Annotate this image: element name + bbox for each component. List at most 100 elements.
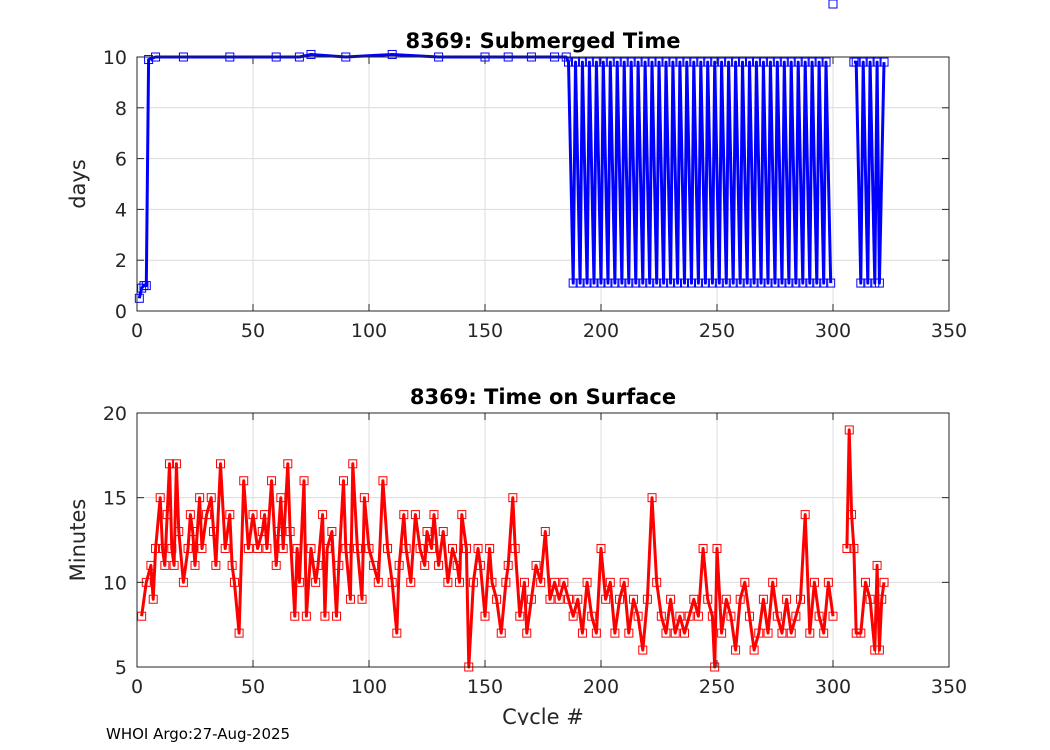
surface-data-point <box>828 611 838 621</box>
surface-data-point <box>870 645 880 655</box>
submerged-data-point <box>633 57 643 67</box>
submerged-data-point <box>640 57 650 67</box>
submerged-data-point <box>612 57 622 67</box>
surface-data-point <box>406 577 416 587</box>
submerged-data-point <box>626 57 636 67</box>
surface-data-point <box>369 560 379 570</box>
surface-data-point <box>434 560 444 570</box>
submerged-data-point <box>874 278 884 288</box>
x-tick-label: 150 <box>467 676 503 698</box>
submerged-data-point <box>645 278 655 288</box>
surface-data-point <box>519 577 529 587</box>
surface-data-point <box>492 594 502 604</box>
surface-data-point <box>805 628 815 638</box>
x-tick-label: 350 <box>931 676 967 698</box>
submerged-data-point <box>724 57 734 67</box>
surface-data-point <box>454 577 464 587</box>
submerged-data-point <box>856 278 866 288</box>
x-tick-label: 50 <box>241 676 265 698</box>
surface-data-point <box>796 594 806 604</box>
surface-data-point <box>164 459 174 469</box>
axes-box <box>136 412 950 668</box>
surface-data-point <box>791 611 801 621</box>
submerged-data-point <box>584 57 594 67</box>
submerged-data-point <box>805 278 815 288</box>
surface-data-point <box>345 594 355 604</box>
chart-title: 8369: Submerged Time <box>405 29 680 53</box>
submerged-data-point <box>631 278 641 288</box>
surface-data-point <box>313 560 323 570</box>
surface-data-point <box>680 628 690 638</box>
surface-data-point <box>359 493 369 503</box>
submerged-data-point <box>793 57 803 67</box>
surface-data-point <box>338 476 348 486</box>
surface-data-point <box>661 628 671 638</box>
surface-data-point <box>786 628 796 638</box>
surface-data-point <box>573 594 583 604</box>
submerged-data-point <box>819 278 829 288</box>
submerged-data-point <box>591 57 601 67</box>
submerged-data-point <box>582 278 592 288</box>
surface-data-point <box>642 594 652 604</box>
submerged-data-point <box>812 278 822 288</box>
submerged-data-point <box>673 278 683 288</box>
surface-data-point <box>422 527 432 537</box>
surface-data-point <box>211 560 221 570</box>
surface-data-point <box>167 543 177 553</box>
surface-data-point <box>146 560 156 570</box>
submerged-data-point <box>714 278 724 288</box>
plot-area <box>137 413 949 667</box>
surface-data-point <box>823 577 833 587</box>
surface-data-point <box>243 543 253 553</box>
surface-data-point <box>744 611 754 621</box>
surface-data-point <box>501 577 511 587</box>
surface-data-point <box>387 577 397 587</box>
surface-data-point <box>531 560 541 570</box>
surface-data-point <box>253 543 263 553</box>
surface-data-point <box>274 527 284 537</box>
surface-data-point <box>675 611 685 621</box>
surface-data-point <box>877 594 887 604</box>
surface-data-point <box>415 543 425 553</box>
submerged-data-point <box>624 278 634 288</box>
submerged-data-point <box>735 278 745 288</box>
surface-data-point <box>610 628 620 638</box>
surface-data-point <box>271 560 281 570</box>
time-on-surface-panel: 0 50 100 150 200 250 300 350 5 10 15 20 8369: Time o… <box>66 385 967 725</box>
surface-data-point <box>183 543 193 553</box>
surface-data-point <box>879 577 889 587</box>
y-tick-label: 6 <box>115 149 127 171</box>
x-tick-label: 300 <box>815 320 851 342</box>
surface-data-point <box>559 577 569 587</box>
submerged-data-point <box>387 49 397 59</box>
submerged-data-point <box>680 278 690 288</box>
surface-data-point <box>188 527 198 537</box>
surface-data-point <box>234 628 244 638</box>
submerged-data-point <box>791 278 801 288</box>
surface-data-point <box>260 510 270 520</box>
surface-data-point <box>195 493 205 503</box>
surface-data-point <box>239 476 249 486</box>
surface-data-point <box>480 611 490 621</box>
y-tick-label: 20 <box>103 403 127 425</box>
surface-data-point <box>160 560 170 570</box>
surface-data-point <box>457 510 467 520</box>
submerged-data-point <box>603 278 613 288</box>
surface-data-point <box>568 611 578 621</box>
submerged-data-point <box>617 278 627 288</box>
surface-data-point <box>148 594 158 604</box>
x-tick-label: 350 <box>931 320 967 342</box>
submerged-data-point <box>689 57 699 67</box>
surface-data-point <box>357 594 367 604</box>
submerged-data-point <box>763 278 773 288</box>
surface-data-point <box>473 543 483 553</box>
surface-data-point <box>225 510 235 520</box>
surface-data-point <box>438 527 448 537</box>
submerged-data-point <box>717 57 727 67</box>
surface-data-point <box>647 493 657 503</box>
axes-box <box>136 56 950 312</box>
surface-series-line <box>845 428 886 652</box>
y-tick-label: 10 <box>103 47 127 69</box>
y-tick-label: 8 <box>115 98 127 120</box>
surface-data-point <box>420 560 430 570</box>
